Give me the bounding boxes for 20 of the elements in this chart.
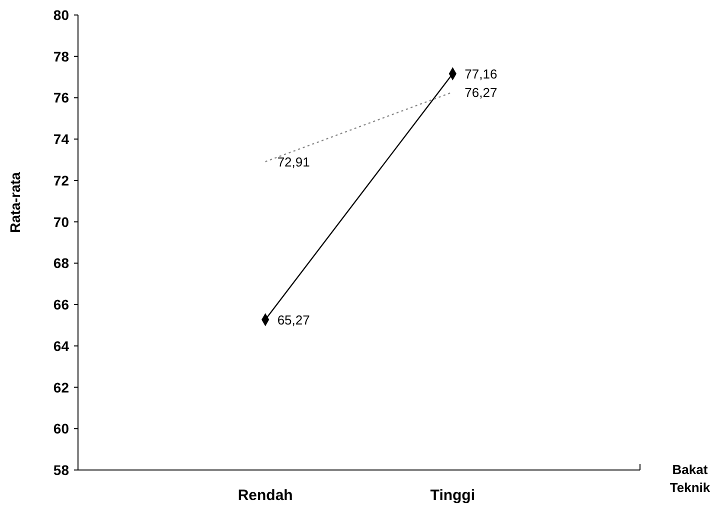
x-tick-label: Rendah (238, 487, 293, 504)
x-tick-label: Tinggi (430, 487, 476, 504)
y-tick-label: 72 (53, 172, 70, 188)
data-label: 72,91 (277, 154, 310, 170)
y-tick-label: 60 (53, 420, 70, 437)
y-tick-label: 58 (53, 462, 70, 478)
y-tick-label: 80 (53, 7, 70, 23)
x-axis-title: Bakat Teknik (670, 462, 711, 495)
data-label: 76,27 (464, 85, 498, 100)
y-tick-label: 64 (53, 338, 70, 354)
y-tick-label: 66 (53, 296, 70, 313)
data-label: 77,16 (464, 66, 498, 82)
y-tick-label: 68 (53, 255, 70, 272)
data-label: 65,27 (277, 312, 310, 328)
y-axis-title: Rata-rata (7, 172, 23, 233)
y-tick-label: 70 (53, 214, 70, 230)
y-tick-label: 74 (53, 131, 70, 148)
y-tick-label: 62 (53, 379, 70, 396)
y-tick-label: 78 (53, 48, 70, 64)
y-tick-label: 76 (53, 90, 70, 106)
